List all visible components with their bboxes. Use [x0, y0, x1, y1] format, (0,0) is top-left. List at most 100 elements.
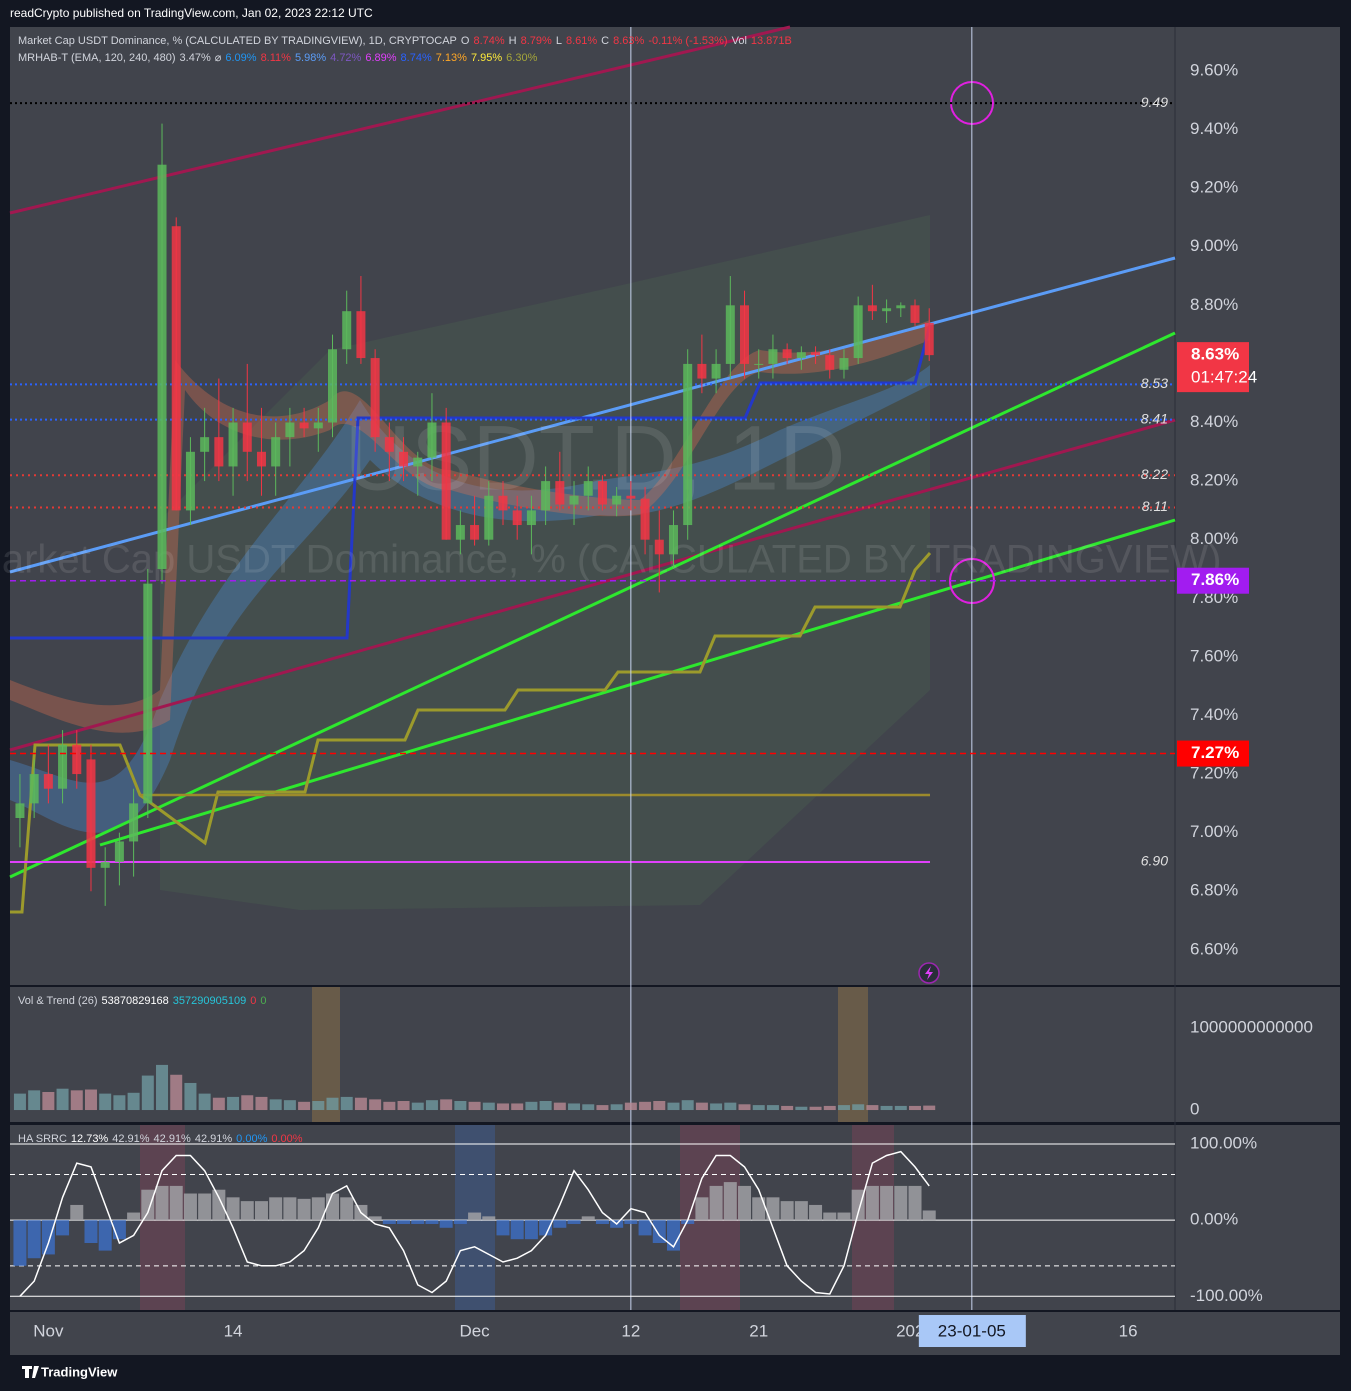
histogram-bar — [595, 1220, 609, 1224]
legend-item: 8.74% — [401, 52, 432, 64]
histogram-bar — [865, 1185, 879, 1221]
step-line-blue — [10, 324, 932, 640]
candle-body — [399, 451, 409, 467]
histogram-bar — [240, 1201, 254, 1221]
histogram-bar — [84, 1220, 98, 1244]
histogram-bar — [766, 1197, 780, 1221]
y-tick-label: 7.60% — [1190, 646, 1238, 665]
volume-bar — [795, 1106, 808, 1111]
candle-body — [100, 861, 110, 868]
histogram-bar — [397, 1220, 411, 1224]
channel-upper — [9, 25, 791, 215]
x-tick-label: 12 — [621, 1321, 640, 1340]
candle-body — [640, 498, 650, 540]
candle-body — [896, 305, 906, 309]
legend: HA SRRC 12.73% 42.91% 42.91% 42.91% 0.00% 0.00… — [18, 1133, 303, 1145]
candle-body — [58, 744, 68, 789]
candle-body — [825, 355, 835, 370]
y-tick-label: 1000000000000 — [1190, 1017, 1313, 1036]
volume-bar — [610, 1104, 623, 1111]
candle-body — [427, 422, 437, 458]
candle-body — [157, 164, 167, 569]
histogram-bar — [496, 1220, 510, 1236]
legend-item: 8.79% — [521, 35, 552, 47]
candle-body — [740, 305, 750, 364]
volume-bar — [255, 1096, 268, 1111]
price-tag — [1177, 740, 1249, 767]
histogram-bar — [794, 1201, 808, 1221]
legend-item: 8.63% — [613, 35, 644, 47]
legend-item: 6.09% — [225, 52, 256, 64]
candle-body — [455, 525, 465, 540]
legend-item: ⌀ — [215, 52, 222, 64]
histogram-bar — [624, 1220, 638, 1224]
candle-body — [143, 583, 153, 804]
y-tick-label: 0.00% — [1190, 1210, 1238, 1229]
legend-item: Vol — [732, 35, 747, 47]
legend: Vol & Trend (26) 53870829168 357290905109 0… — [18, 995, 266, 1007]
histogram-bar — [98, 1220, 112, 1251]
legend-item: 0 — [250, 995, 256, 1007]
candle-body — [683, 363, 693, 526]
histogram-bar — [13, 1220, 27, 1266]
volume-bar — [312, 1101, 325, 1111]
histogram-bar — [908, 1185, 922, 1221]
legend-item: MRHAB-T (EMA, 120, 240, 480) — [18, 52, 176, 64]
volume-bar — [425, 1100, 438, 1111]
histogram-bar — [382, 1220, 396, 1224]
legend-item: 3.47% — [180, 52, 211, 64]
histogram-bar — [411, 1220, 425, 1224]
ema-cloud — [160, 215, 930, 910]
volume-bar — [837, 1105, 850, 1111]
histogram-bar — [326, 1193, 340, 1221]
y-tick-label: 9.40% — [1190, 119, 1238, 138]
footer-logo — [22, 1366, 39, 1378]
volume-bar — [212, 1097, 225, 1111]
histogram-bar — [425, 1220, 439, 1224]
histogram-bar — [567, 1220, 581, 1224]
candle-body — [29, 774, 39, 804]
candle-body — [583, 481, 593, 496]
price-tag-label: 8.63% — [1191, 345, 1239, 364]
y-tick-label: 9.60% — [1190, 60, 1238, 79]
candle-body — [43, 774, 53, 789]
main-pane — [10, 27, 1340, 985]
candle-body — [313, 422, 323, 429]
candle-body — [541, 481, 551, 511]
candle-body — [668, 525, 678, 555]
histogram-bar — [453, 1220, 467, 1224]
histogram-bar — [127, 1212, 141, 1221]
x-tick-label: Nov — [33, 1321, 64, 1340]
candle-body — [924, 322, 934, 356]
x-tick-label: 21 — [749, 1321, 768, 1340]
y-tick-label: 8.20% — [1190, 471, 1238, 490]
histogram-bar — [155, 1185, 169, 1221]
candle-body — [811, 352, 821, 356]
histogram-bar — [269, 1197, 283, 1221]
candle-body — [526, 510, 536, 526]
candle-body — [782, 349, 792, 359]
candle-body — [370, 358, 380, 438]
histogram-bar — [851, 1189, 865, 1221]
price-tag-label: 7.27% — [1191, 743, 1239, 762]
volume-bar — [198, 1093, 211, 1111]
oscillator-line — [19, 1150, 930, 1297]
histogram-bar — [254, 1201, 268, 1221]
histogram-bar — [638, 1220, 652, 1236]
footer-brand: TradingView — [41, 1364, 118, 1379]
candle-body — [754, 363, 764, 365]
histogram-bar — [809, 1204, 823, 1221]
y-tick-label: 8.80% — [1190, 295, 1238, 314]
histogram-bar — [723, 1182, 737, 1221]
volume-bar — [411, 1102, 424, 1111]
volume-bar — [809, 1106, 822, 1111]
candle-body — [228, 422, 238, 467]
candle-body — [356, 311, 366, 359]
volume-bar — [241, 1095, 254, 1111]
histogram-bar — [922, 1210, 936, 1221]
level-label: 8.11 — [1142, 498, 1168, 514]
price-tag-label: 7.86% — [1191, 570, 1239, 589]
candle-body — [484, 495, 494, 540]
